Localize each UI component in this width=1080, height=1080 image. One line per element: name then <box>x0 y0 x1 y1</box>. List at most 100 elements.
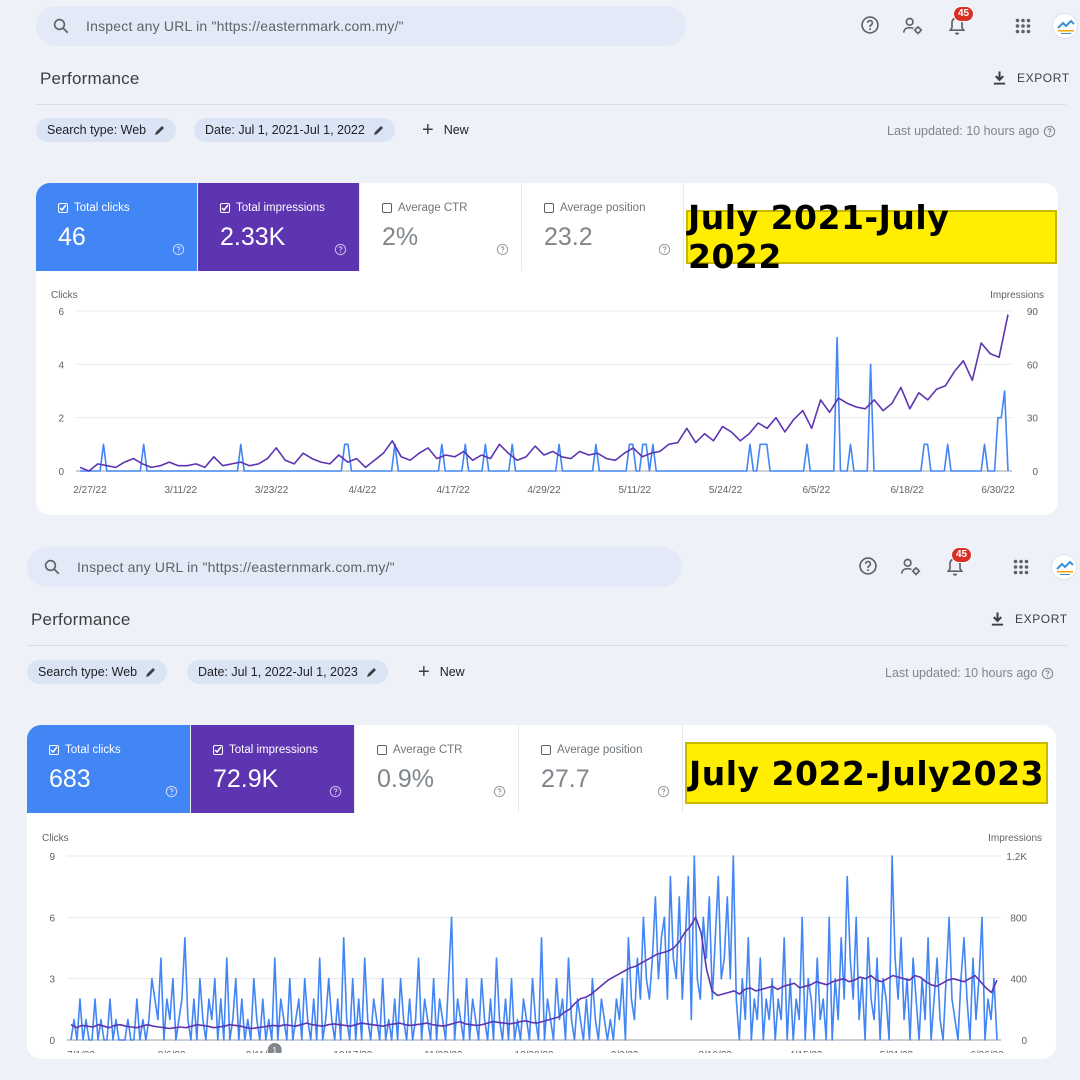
metric-value: 2.33K <box>220 223 286 251</box>
edit-pencil-icon <box>373 126 383 135</box>
notifications-bell[interactable]: 45 <box>943 547 973 579</box>
x-tick-label: 6/5/22 <box>802 485 830 496</box>
left-tick-label: 6 <box>49 913 55 924</box>
performance-chart: Clicks Impressions 0 0 3 400 6 800 9 1.2K 7/1/22 8/… <box>42 833 1042 1054</box>
total-clicks-metric[interactable]: Total clicks 46 <box>36 183 198 271</box>
url-inspection-search[interactable]: Inspect any URL in "https://easternmark.… <box>36 6 686 46</box>
checkbox-unchecked-icon[interactable] <box>541 745 551 755</box>
x-tick-label: 3/11/22 <box>164 485 197 496</box>
checkbox-checked-icon[interactable] <box>58 203 68 213</box>
search-type-filter-chip[interactable]: Search type: Web <box>36 118 177 142</box>
total-clicks-metric[interactable]: Total clicks 683 <box>27 725 191 813</box>
checkbox-checked-icon[interactable] <box>49 745 59 755</box>
url-inspection-search[interactable]: Inspect any URL in "https://easternmark.… <box>27 547 682 587</box>
average-ctr-metric[interactable]: Average CTR 0.9% <box>355 725 519 813</box>
edit-pencil-icon <box>155 126 165 135</box>
metric-label: Average position <box>557 744 643 756</box>
average-position-metric[interactable]: Average position 27.7 <box>519 725 683 813</box>
page-title: Performance <box>31 610 131 629</box>
export-button[interactable]: EXPORT <box>992 70 1070 86</box>
x-tick-label: 3/23/22 <box>255 485 289 496</box>
apps-grid-icon[interactable] <box>1009 555 1033 579</box>
metric-value: 72.9K <box>213 765 279 793</box>
new-filter-label: New <box>439 665 465 679</box>
help-icon[interactable] <box>658 243 671 261</box>
metric-value: 2% <box>382 223 419 251</box>
metric-value: 0.9% <box>377 765 434 793</box>
help-icon[interactable] <box>1041 667 1054 680</box>
search-icon <box>27 558 77 576</box>
date-filter-chip[interactable]: Date: Jul 1, 2021-Jul 1, 2022 <box>194 118 395 142</box>
date-range-callout: July 2021-July 2022 <box>686 198 1057 276</box>
plus-icon: + <box>418 661 430 683</box>
annotation-marker[interactable] <box>267 1043 282 1053</box>
x-tick-label: 6/26/23 <box>970 1050 1004 1053</box>
help-icon[interactable] <box>1043 125 1056 138</box>
right-axis-title: Impressions <box>988 833 1042 844</box>
date-filter-chip[interactable]: Date: Jul 1, 2022-Jul 1, 2023 <box>187 660 388 684</box>
x-tick-label: 6/30/22 <box>981 485 1015 496</box>
notifications-bell[interactable]: 45 <box>945 6 975 38</box>
apps-grid-icon[interactable] <box>1011 14 1035 38</box>
average-position-metric[interactable]: Average position 23.2 <box>522 183 684 271</box>
right-tick-label: 0 <box>1021 1036 1027 1047</box>
account-avatar[interactable] <box>1052 13 1078 39</box>
help-icon[interactable] <box>172 243 185 261</box>
x-tick-label: 4/4/22 <box>348 485 376 496</box>
total-impressions-metric[interactable]: Total impressions 72.9K <box>191 725 355 813</box>
left-tick-label: 3 <box>49 975 55 986</box>
help-icon[interactable] <box>858 13 882 37</box>
help-icon[interactable] <box>493 785 506 803</box>
download-icon <box>991 612 1004 626</box>
header-divider <box>36 104 1066 105</box>
checkbox-checked-icon[interactable] <box>213 745 223 755</box>
search-type-filter-chip[interactable]: Search type: Web <box>27 660 168 684</box>
metric-label: Average CTR <box>393 744 463 756</box>
right-axis-title: Impressions <box>990 290 1044 301</box>
help-icon[interactable] <box>165 785 178 803</box>
export-button[interactable]: EXPORT <box>990 611 1068 627</box>
download-icon <box>993 71 1006 85</box>
x-tick-label: 11/22/22 <box>424 1050 463 1053</box>
search-type-chip-label: Search type: Web <box>38 665 138 679</box>
help-icon[interactable] <box>329 785 342 803</box>
checkbox-checked-icon[interactable] <box>220 203 230 213</box>
date-chip-label: Date: Jul 1, 2021-Jul 1, 2022 <box>205 123 365 137</box>
x-tick-label: 5/24/22 <box>709 485 743 496</box>
x-tick-label: 4/15/23 <box>789 1050 823 1053</box>
impressions-series-line <box>79 314 1009 472</box>
x-tick-label: 6/18/22 <box>891 485 925 496</box>
help-icon[interactable] <box>496 243 509 261</box>
checkbox-unchecked-icon[interactable] <box>544 203 554 213</box>
right-tick-label: 60 <box>1027 360 1039 371</box>
notification-badge: 45 <box>953 6 975 22</box>
manage-users-icon[interactable] <box>901 14 925 38</box>
checkbox-unchecked-icon[interactable] <box>382 203 392 213</box>
annotation-label: 1 <box>272 1046 277 1054</box>
x-tick-label: 8/6/22 <box>158 1050 186 1053</box>
help-icon[interactable] <box>856 554 880 578</box>
search-placeholder: Inspect any URL in "https://easternmark.… <box>86 18 404 34</box>
x-tick-label: 2/27/22 <box>73 485 107 496</box>
new-filter-button[interactable]: + New <box>422 120 469 140</box>
total-impressions-metric[interactable]: Total impressions 2.33K <box>198 183 360 271</box>
x-tick-label: 5/21/23 <box>880 1050 914 1053</box>
last-updated-status: Last updated: 10 hours ago <box>885 666 1054 680</box>
right-tick-label: 800 <box>1010 913 1027 924</box>
account-avatar[interactable] <box>1051 554 1077 580</box>
date-chip-label: Date: Jul 1, 2022-Jul 1, 2023 <box>198 665 358 679</box>
help-icon[interactable] <box>334 243 347 261</box>
checkbox-unchecked-icon[interactable] <box>377 745 387 755</box>
metric-tabs: Total clicks 46 Total impressions 2.33K … <box>36 183 684 271</box>
manage-users-icon[interactable] <box>899 555 923 579</box>
new-filter-button[interactable]: + New <box>418 662 465 682</box>
right-tick-label: 400 <box>1010 975 1027 986</box>
notification-badge: 45 <box>951 547 973 563</box>
plus-icon: + <box>422 119 434 141</box>
left-axis-title: Clicks <box>42 833 69 844</box>
metric-label: Average CTR <box>398 202 468 214</box>
last-updated-text: Last updated: 10 hours ago <box>887 124 1040 138</box>
help-icon[interactable] <box>657 785 670 803</box>
average-ctr-metric[interactable]: Average CTR 2% <box>360 183 522 271</box>
metric-label: Total impressions <box>236 202 325 214</box>
